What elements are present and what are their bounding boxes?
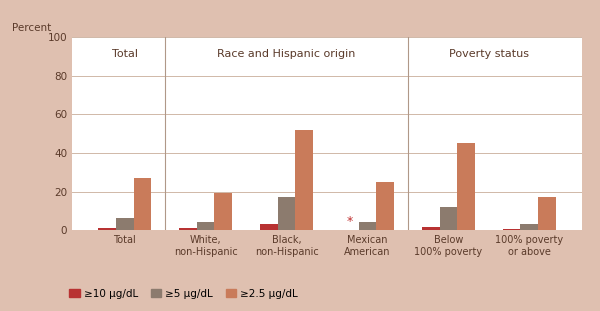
Text: Poverty status: Poverty status bbox=[449, 49, 529, 59]
Bar bbox=[440, 207, 457, 230]
Legend: ≥10 μg/dL, ≥5 μg/dL, ≥2.5 μg/dL: ≥10 μg/dL, ≥5 μg/dL, ≥2.5 μg/dL bbox=[65, 284, 302, 303]
Bar bbox=[376, 182, 394, 230]
Bar bbox=[179, 228, 197, 230]
Bar bbox=[116, 218, 134, 230]
Bar bbox=[538, 197, 556, 230]
Text: Total: Total bbox=[112, 49, 137, 59]
Bar bbox=[134, 178, 151, 230]
Bar bbox=[422, 227, 440, 230]
Bar bbox=[278, 197, 295, 230]
Bar bbox=[214, 193, 232, 230]
Bar bbox=[359, 222, 376, 230]
Bar bbox=[260, 224, 278, 230]
Bar bbox=[457, 143, 475, 230]
Bar bbox=[503, 229, 520, 230]
Bar bbox=[197, 222, 214, 230]
Bar bbox=[295, 130, 313, 230]
Text: Race and Hispanic origin: Race and Hispanic origin bbox=[217, 49, 356, 59]
Bar bbox=[520, 224, 538, 230]
Bar bbox=[98, 228, 116, 230]
Text: *: * bbox=[347, 215, 353, 228]
Text: Percent: Percent bbox=[12, 23, 51, 33]
